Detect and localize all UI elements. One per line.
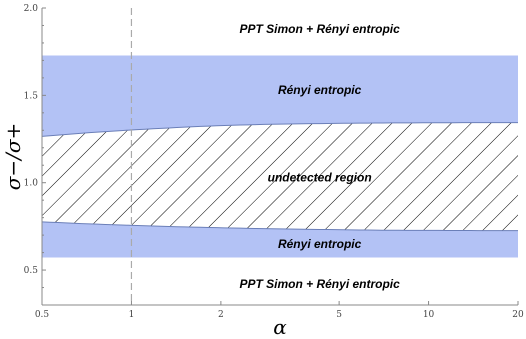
region-annotation: Rényi entropic	[278, 237, 362, 251]
region-annotation: Rényi entropic	[278, 83, 362, 97]
x-tick-label: 5	[336, 310, 342, 320]
y-tick-label: 0.5	[24, 266, 39, 276]
plot-area	[42, 8, 518, 305]
x-tick-label: 2	[218, 310, 224, 320]
undetected-region-hatch	[42, 122, 518, 231]
region-annotation: PPT Simon + Rényi entropic	[239, 22, 400, 36]
y-tick-label: 1.0	[24, 179, 39, 189]
x-tick-label: 10	[423, 310, 435, 320]
axes: 0.5 1 2 5 10 20 0.5 1.0 1.5 2.0	[24, 4, 524, 320]
x-tick-label: 1	[129, 310, 135, 320]
x-axis-title: α	[273, 315, 287, 339]
region-annotation: undetected region	[268, 170, 372, 184]
y-tick-label: 1.5	[24, 91, 39, 101]
renyi-band-upper	[42, 55, 518, 137]
lower-boundary-curve	[42, 221, 518, 232]
y-tick-label: 2.0	[24, 4, 39, 14]
region-annotation: PPT Simon + Rényi entropic	[239, 277, 400, 291]
x-tick-label: 20	[512, 310, 524, 320]
x-tick-label: 0.5	[35, 310, 50, 320]
upper-boundary-curve	[42, 122, 518, 137]
y-axis-title: σ−/σ+	[1, 123, 25, 191]
labels: α σ−/σ+ PPT Simon + Rényi entropic Rényi en…	[1, 22, 400, 339]
